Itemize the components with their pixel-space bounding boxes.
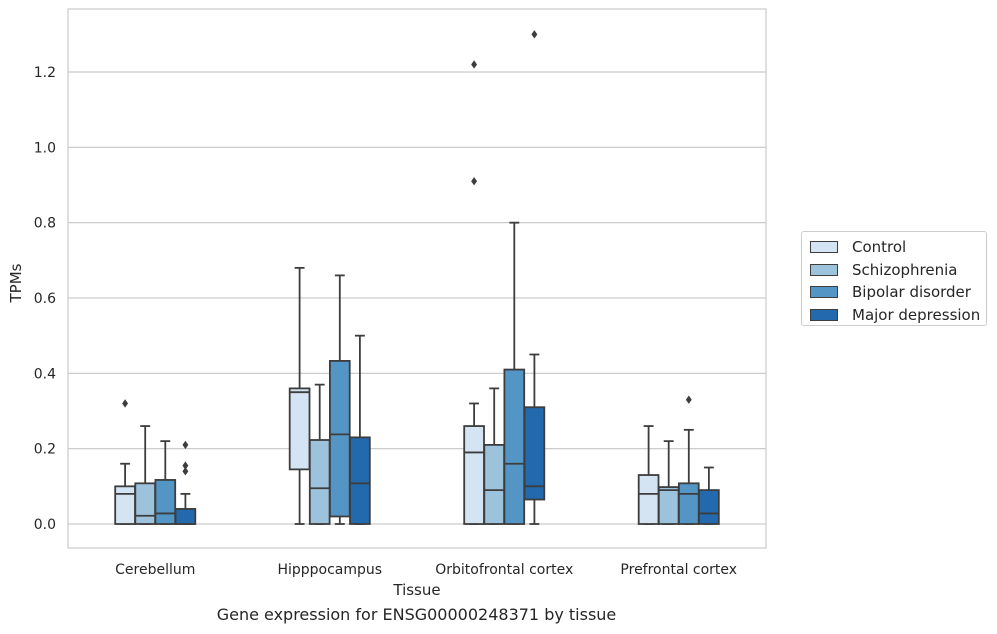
legend-swatch-schizophrenia	[810, 263, 838, 276]
legend: Control Schizophrenia Bipolar disorder M…	[801, 231, 987, 326]
legend-label-bipolar-disorder: Bipolar disorder	[852, 283, 971, 302]
box-body	[523, 406, 546, 501]
outlier-point	[685, 395, 692, 404]
legend-swatch-major-depression	[810, 308, 838, 321]
box-body	[349, 436, 371, 525]
box-body	[503, 368, 526, 525]
box-body	[657, 486, 680, 525]
y-axis-ticks: 0.0 0.2 0.4 0.6 0.8 1.0 1.2	[34, 65, 56, 533]
outlier-point	[122, 399, 129, 408]
outlier-point	[182, 461, 189, 470]
y-tick-label: 1.0	[34, 140, 56, 156]
x-tick-label: Prefrontal cortex	[620, 562, 737, 578]
chart-caption: Gene expression for ENSG00000248371 by t…	[216, 605, 617, 624]
y-axis-label: TPMs	[7, 263, 25, 303]
x-axis-label: Tissue	[392, 581, 440, 599]
plot-area-frame	[67, 8, 767, 549]
outlier-point	[531, 30, 538, 39]
box-1-2	[328, 274, 351, 525]
box-0-2	[154, 440, 177, 525]
x-tick-label: Orbitofrontal cortex	[435, 562, 573, 578]
box-1-1	[308, 383, 331, 525]
y-tick-label: 0.8	[34, 216, 56, 232]
box-2-2	[503, 221, 526, 525]
legend-label-schizophrenia: Schizophrenia	[852, 260, 958, 279]
box-body	[678, 482, 700, 525]
y-tick-label: 1.2	[34, 65, 56, 81]
boxes	[114, 30, 720, 525]
x-tick-label: Hipppocampus	[277, 562, 382, 578]
legend-item-major-depression: Major depression	[808, 304, 986, 327]
box-3-1	[657, 440, 680, 525]
outlier-point	[182, 440, 189, 450]
box-body	[483, 443, 505, 525]
box-body	[637, 474, 660, 525]
legend-item-control: Control	[808, 236, 986, 259]
box-body	[134, 482, 157, 525]
box-body	[463, 425, 485, 525]
y-tick-label: 0.2	[34, 442, 56, 458]
legend-item-bipolar-disorder: Bipolar disorder	[808, 281, 986, 304]
box-2-0	[463, 60, 485, 525]
box-body	[114, 485, 136, 525]
legend-label-major-depression: Major depression	[852, 305, 981, 324]
box-3-0	[637, 425, 660, 525]
x-tick-label: Cerebellum	[115, 562, 195, 578]
legend-label-control: Control	[852, 238, 907, 257]
box-0-0	[114, 399, 136, 525]
gridlines	[68, 71, 766, 525]
y-tick-label: 0.6	[34, 291, 56, 307]
box-body	[174, 508, 197, 525]
box-1-0	[288, 266, 311, 525]
box-body	[154, 479, 177, 525]
box-body	[328, 360, 351, 518]
legend-item-schizophrenia: Schizophrenia	[808, 259, 986, 282]
y-tick-label: 0.4	[34, 366, 56, 382]
outlier-point	[471, 177, 478, 186]
box-0-1	[134, 425, 157, 525]
legend-swatch-control	[810, 241, 838, 254]
x-axis-ticks: Cerebellum Hipppocampus Orbitofrontal cort…	[115, 562, 737, 578]
box-3-2	[678, 395, 700, 525]
box-2-1	[483, 387, 505, 525]
box-1-3	[349, 334, 371, 525]
outlier-point	[182, 467, 189, 476]
y-tick-label: 0.0	[34, 517, 56, 533]
box-3-3	[698, 466, 720, 525]
box-body	[698, 489, 720, 525]
outlier-point	[471, 60, 478, 69]
box-body	[308, 439, 331, 525]
legend-swatch-bipolar-disorder	[810, 286, 838, 299]
box-body	[288, 387, 311, 471]
box-2-3	[523, 30, 546, 525]
box-0-3	[174, 440, 197, 525]
